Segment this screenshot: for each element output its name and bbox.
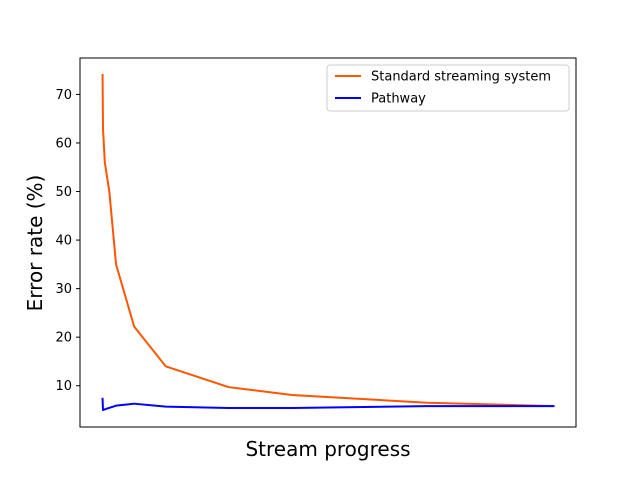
legend: Standard streaming system Pathway bbox=[326, 64, 570, 112]
y-tick-label: 50 bbox=[55, 185, 72, 200]
y-axis: 10 20 30 40 50 60 70 bbox=[55, 88, 80, 394]
series-line-pathway bbox=[101, 397, 555, 412]
series-line-standard-streaming-system bbox=[101, 73, 555, 408]
y-tick-label: 40 bbox=[55, 234, 72, 249]
y-tick-label: 20 bbox=[55, 331, 72, 346]
legend-label-pathway: Pathway bbox=[371, 92, 426, 107]
y-tick-label: 30 bbox=[55, 282, 72, 297]
plot-frame bbox=[79, 57, 577, 428]
x-axis-label: Stream progress bbox=[245, 437, 410, 461]
legend-label-standard-streaming-system: Standard streaming system bbox=[371, 70, 551, 85]
y-axis-label: Error rate (%) bbox=[23, 175, 47, 312]
series-layer bbox=[101, 73, 555, 412]
y-tick-label: 70 bbox=[55, 88, 72, 103]
legend-box bbox=[326, 64, 570, 112]
y-tick-label: 10 bbox=[55, 379, 72, 394]
y-tick-label: 60 bbox=[55, 136, 72, 151]
